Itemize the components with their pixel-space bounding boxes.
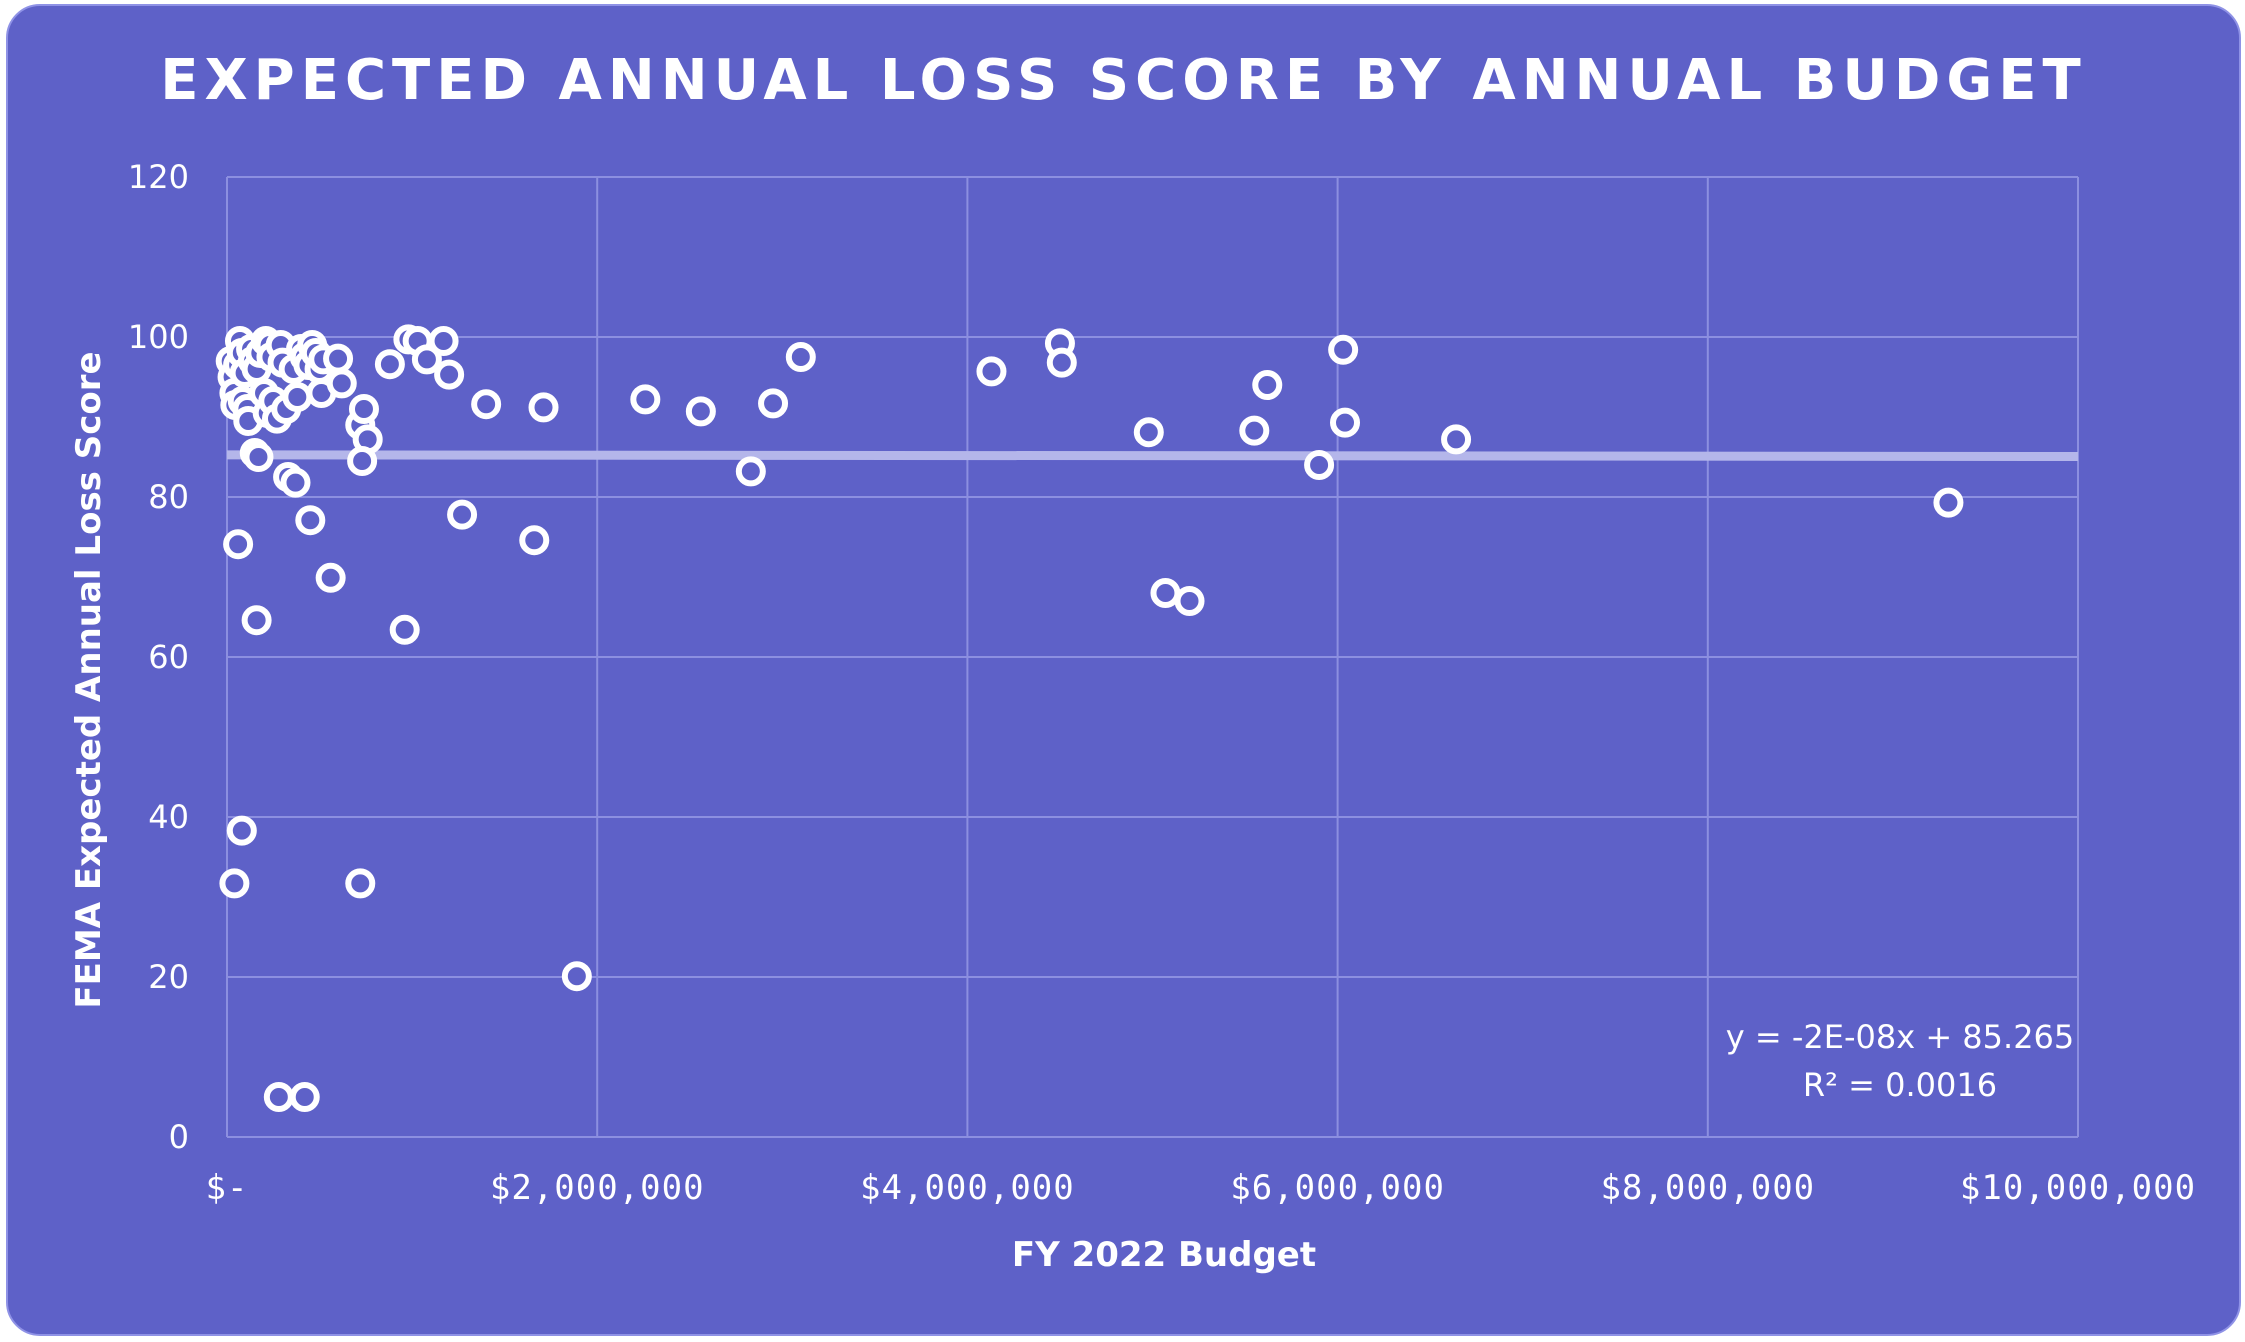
data-point [223,529,254,560]
data-point [1328,334,1359,365]
data-point [374,349,405,380]
x-tick-label: $4,000,000 [860,1168,1075,1208]
x-axis-label: FY 2022 Budget [1012,1235,1316,1275]
y-tick-label: 60 [148,638,189,676]
data-point [1150,578,1181,608]
data-point [1174,586,1205,616]
data-point [243,442,274,472]
data-point [326,368,357,399]
data-point [528,392,559,423]
data-point [348,394,379,424]
data-point [1330,407,1361,438]
data-point [428,326,459,356]
data-point [226,815,257,846]
x-tick-label: $6,000,000 [1230,1168,1445,1208]
data-point [282,382,313,412]
x-axis-ticks: $- $2,000,000 $4,000,000 $6,000,000 $8,000,0… [206,1168,2196,1208]
data-point [280,467,311,498]
y-tick-label: 100 [128,318,189,356]
y-tick-label: 20 [148,958,189,996]
data-point [1252,370,1283,400]
data-point [1933,487,1964,518]
data-point [263,1082,294,1112]
data-point [735,456,766,487]
data-point [389,614,420,645]
data-point [345,868,376,899]
data-point [219,868,250,899]
r-squared-label: R² = 0.0016 [1803,1066,1997,1104]
y-axis-label: FEMA Expected Annual Loss Score [69,351,109,1008]
data-point [347,446,378,476]
data-point [447,499,478,530]
y-tick-label: 120 [128,158,189,196]
data-point [1239,415,1270,446]
data-point [561,961,592,992]
trendline-group [226,450,2079,461]
x-tick-label: $2,000,000 [490,1168,705,1208]
data-point [289,1082,320,1112]
data-point [1304,450,1335,480]
data-point [471,389,502,420]
chart-title: EXPECTED ANNUAL LOSS SCORE BY ANNUAL BUD… [160,48,2087,113]
trendline-equation: y = -2E-08x + 85.265 [1726,1018,2075,1056]
data-point [295,505,326,536]
y-tick-label: 80 [148,478,189,516]
y-axis-ticks: 0 20 40 60 80 100 120 [128,158,189,1156]
data-point [785,342,816,372]
data-point [241,605,272,636]
data-point [685,396,716,427]
data-point [323,343,354,374]
x-tick-label: $10,000,000 [1960,1168,2196,1208]
data-point [519,525,550,556]
y-tick-label: 0 [169,1118,189,1156]
gridlines [226,176,2079,1138]
data-point [1441,424,1472,455]
data-point [411,344,442,375]
data-point [434,359,465,390]
data-point [758,388,789,419]
y-tick-label: 40 [148,798,189,836]
data-point [1133,417,1164,448]
data-point [630,384,661,415]
trendline [226,450,2079,461]
data-point [976,356,1007,387]
data-points [215,324,1964,1112]
x-tick-label: $- [206,1168,249,1208]
data-point [315,562,346,593]
chart-card: EXPECTED ANNUAL LOSS SCORE BY ANNUAL BUD… [6,4,2241,1336]
x-tick-label: $8,000,000 [1600,1168,1815,1208]
data-point [1046,347,1077,378]
